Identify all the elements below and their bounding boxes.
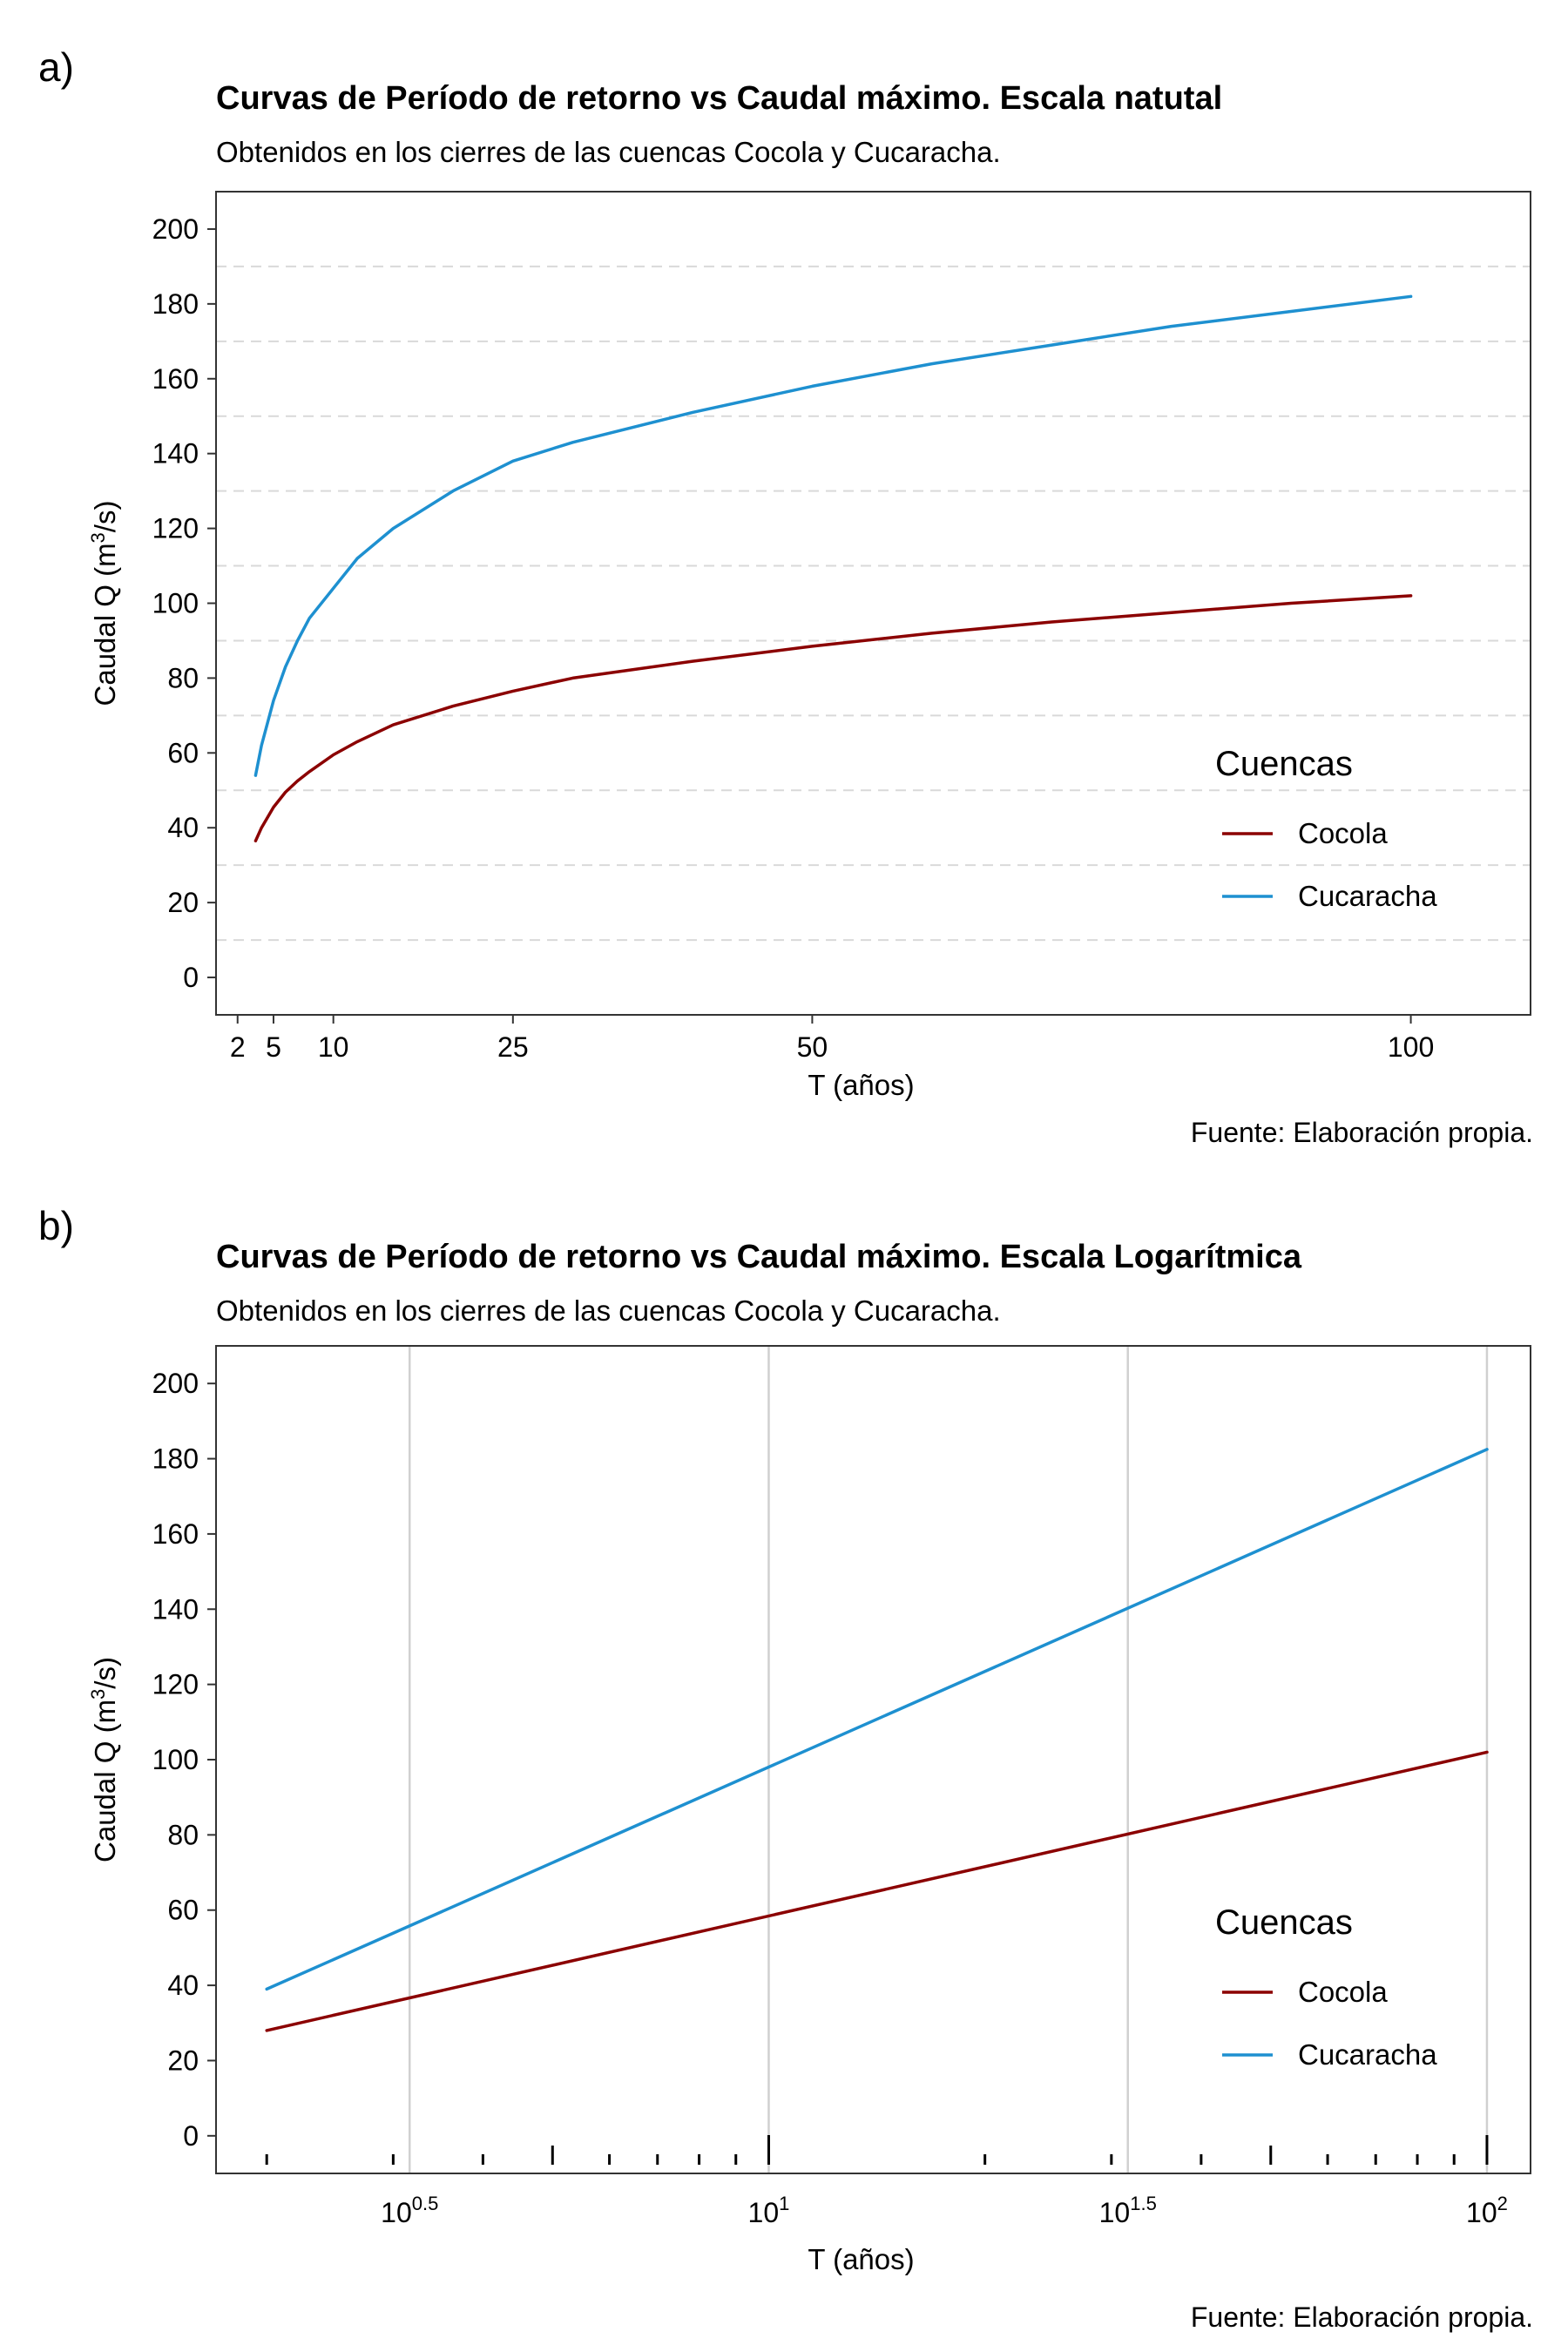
y-tick-label: 60 [167,737,199,768]
y-tick-label: 60 [167,1895,199,1926]
legend-label: Cocola [1298,817,1388,849]
y-tick-label: 0 [183,2120,199,2152]
series-line-cocola [253,594,1413,843]
x-tick-label: 10 [318,1031,349,1063]
series-line-cucaracha [253,294,1413,777]
y-tick-label: 40 [167,812,199,843]
chart-panel-b: b) Curvas de Período de retorno vs Cauda… [0,1159,1568,2352]
y-tick-label: 40 [167,1970,199,2001]
chart-caption: Fuente: Elaboración propia. [1190,2301,1533,2333]
y-tick-label: 80 [167,662,199,693]
panel-label: b) [38,1203,74,1248]
y-tick-label: 120 [152,513,199,544]
y-tick-label: 200 [152,1368,199,1399]
y-tick-label: 180 [152,1443,199,1475]
x-tick-label: 5 [266,1031,281,1063]
series-line-cucaracha [265,1448,1489,1991]
y-axis-title: Caudal Q (m3/s) [87,1657,121,1862]
y-tick-label: 200 [152,213,199,245]
legend-label: Cucaracha [1298,880,1437,912]
x-tick-label: 100.5 [381,2193,438,2228]
chart-title: Curvas de Período de retorno vs Caudal m… [216,1239,1301,1275]
x-tick-label: 100 [1388,1031,1434,1063]
y-tick-label: 20 [167,887,199,918]
y-tick-label: 140 [152,438,199,470]
y-tick-label: 0 [183,962,199,993]
chart-subtitle: Obtenidos en los cierres de las cuencas … [216,136,1001,168]
legend-label: Cocola [1298,1976,1388,2008]
y-tick-label: 100 [152,588,199,619]
chart-panel-a: a) Curvas de Período de retorno vs Cauda… [0,0,1568,1159]
x-tick-label: 25 [497,1031,529,1063]
y-tick-label: 180 [152,288,199,320]
chart-title: Curvas de Período de retorno vs Caudal m… [216,80,1223,117]
y-tick-label: 20 [167,2044,199,2076]
legend-title: Cuencas [1215,745,1353,783]
y-tick-label: 120 [152,1669,199,1700]
legend-label: Cucaracha [1298,2038,1437,2071]
y-tick-label: 160 [152,363,199,395]
chart-caption: Fuente: Elaboración propia. [1190,1117,1533,1148]
x-axis-title: T (años) [808,1069,914,1101]
plot-area: 0 20 40 60 80 100 120 140 160 180 200 2 5 10 25 50 100 T … [87,191,1531,1101]
x-tick-label: 2 [230,1031,246,1063]
chart-subtitle: Obtenidos en los cierres de las cuencas … [216,1294,1001,1327]
x-tick-label: 101 [748,2193,790,2228]
x-tick-label: 50 [797,1031,828,1063]
panel-label: a) [38,44,74,90]
y-axis-title: Caudal Q (m3/s) [87,501,121,706]
y-tick-label: 140 [152,1593,199,1625]
y-tick-label: 160 [152,1518,199,1550]
legend-title: Cuencas [1215,1903,1353,1942]
x-axis-title: T (años) [808,2243,914,2275]
y-tick-label: 100 [152,1744,199,1775]
x-tick-label: 102 [1466,2193,1508,2228]
x-tick-label: 101.5 [1099,2193,1157,2228]
y-tick-label: 80 [167,1819,199,1850]
series-line-cocola [265,1750,1489,2032]
plot-area: 0 20 40 60 80 100 120 140 160 180 200 100.5 101 101.5… [87,1345,1531,2275]
